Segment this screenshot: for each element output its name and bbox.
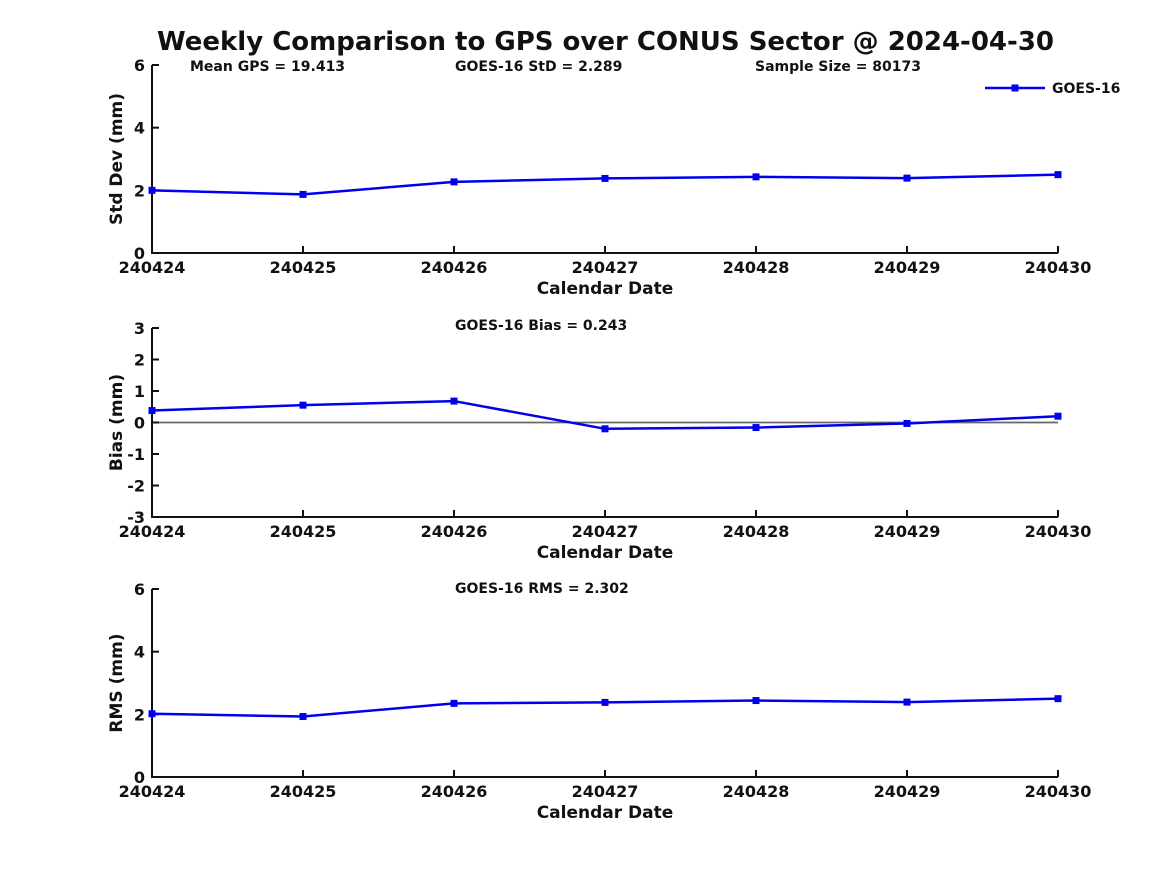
figure-title: Weekly Comparison to GPS over CONUS Sect… (156, 27, 1054, 57)
bias-series-line (151, 399, 1059, 431)
y-axis-label: RMS (mm) (107, 633, 127, 732)
annotation: Sample Size = 80173 (755, 59, 921, 75)
data-point (752, 424, 760, 432)
data-point (1054, 171, 1062, 179)
x-tick-label: 240426 (421, 522, 488, 541)
data-point (148, 710, 156, 718)
data-point (299, 190, 307, 198)
data-point (752, 697, 760, 705)
x-tick-label: 240430 (1025, 782, 1092, 801)
x-tick-label: 240424 (119, 258, 186, 277)
y-tick-label: 2 (134, 351, 145, 370)
y-tick-label: 0 (134, 244, 145, 263)
x-tick-label: 240425 (270, 522, 337, 541)
x-tick-label: 240424 (119, 782, 186, 801)
data-point (1054, 412, 1062, 420)
x-axis-label: Calendar Date (537, 279, 674, 299)
x-tick-label: 240428 (723, 522, 790, 541)
x-tick-label: 240425 (270, 782, 337, 801)
data-point (903, 419, 911, 427)
x-tick-label: 240427 (572, 782, 639, 801)
data-point (601, 174, 609, 182)
y-tick-label: -1 (127, 445, 145, 464)
y-tick-label: 0 (134, 414, 145, 433)
data-point (450, 699, 458, 707)
x-tick-label: 240425 (270, 258, 337, 277)
data-point (148, 407, 156, 415)
legend-marker (1011, 84, 1019, 92)
x-tick-label: 240424 (119, 522, 186, 541)
std-dev-chart: 240424 240425 240426 240427 240428 240429 2404… (107, 56, 1120, 299)
annotation: GOES-16 RMS = 2.302 (455, 581, 629, 597)
data-point (903, 174, 911, 182)
y-tick-label: 1 (134, 382, 145, 401)
x-tick-label: 240430 (1025, 258, 1092, 277)
bias-chart: 240424 240425 240426 240427 240428 240429 2404… (107, 318, 1092, 563)
x-tick-label: 240429 (874, 782, 941, 801)
y-tick-label: 6 (134, 56, 145, 75)
annotation: GOES-16 Bias = 0.243 (455, 318, 627, 334)
data-point (299, 401, 307, 409)
y-tick-label: 0 (134, 768, 145, 787)
y-tick-label: -2 (127, 477, 145, 496)
rms-chart: 240424 240425 240426 240427 240428 240429 2404… (107, 580, 1092, 823)
x-axis-label: Calendar Date (537, 543, 674, 563)
x-tick-label: 240429 (874, 522, 941, 541)
data-point (1054, 695, 1062, 703)
x-tick-label: 240428 (723, 258, 790, 277)
y-tick-label: 4 (134, 119, 145, 138)
x-tick-label: 240426 (421, 782, 488, 801)
data-point (903, 698, 911, 706)
data-point (299, 713, 307, 721)
data-point (450, 397, 458, 405)
y-axis-label: Std Dev (mm) (107, 93, 127, 225)
x-tick-label: 240428 (723, 782, 790, 801)
y-tick-label: 4 (134, 643, 145, 662)
x-tick-label: 240429 (874, 258, 941, 277)
data-point (450, 178, 458, 186)
y-tick-label: -3 (127, 508, 145, 527)
x-tick-label: 240426 (421, 258, 488, 277)
annotation: Mean GPS = 19.413 (190, 59, 345, 75)
data-point (752, 173, 760, 181)
y-tick-label: 6 (134, 580, 145, 599)
annotation: GOES-16 StD = 2.289 (455, 59, 622, 75)
y-tick-label: 2 (134, 705, 145, 724)
y-tick-label: 2 (134, 181, 145, 200)
x-axis-label: Calendar Date (537, 803, 674, 823)
x-tick-label: 240427 (572, 258, 639, 277)
legend-label: GOES-16 (1052, 81, 1120, 97)
y-tick-label: 3 (134, 319, 145, 338)
x-tick-label: 240427 (572, 522, 639, 541)
data-point (148, 186, 156, 194)
data-point (601, 425, 609, 433)
data-point (601, 698, 609, 706)
y-axis-label: Bias (mm) (107, 374, 127, 471)
x-tick-label: 240430 (1025, 522, 1092, 541)
